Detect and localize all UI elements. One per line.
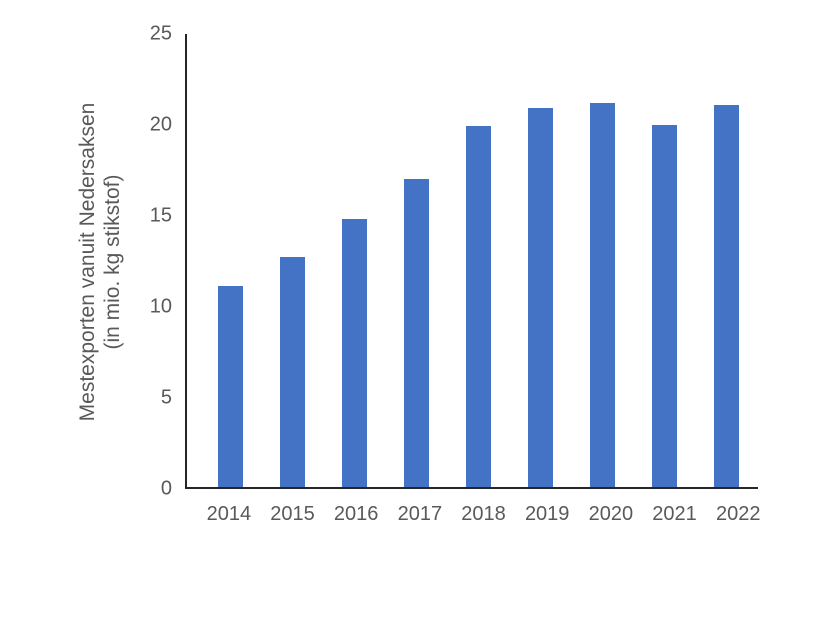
bar-2015 [279,256,305,487]
bar-2020 [590,102,616,487]
x-tick-label: 2016 [333,503,379,525]
y-tick-label: 0 [160,477,172,500]
y-tick-label: 10 [149,295,172,318]
bar-2019 [528,108,554,487]
bar-slot-2022 [696,34,758,487]
bar-2021 [652,124,678,487]
y-tick-label: 5 [160,386,172,409]
plot-area [185,34,758,489]
y-tick-label: 20 [149,113,172,136]
bar-2018 [465,126,491,487]
y-axis-tick-labels: 0 5 10 15 20 25 [0,23,172,500]
bar-slot-2016 [323,34,385,487]
bar-slot-2014 [199,34,261,487]
x-tick-label: 2015 [270,503,315,525]
x-tick-label: 2017 [397,503,443,525]
bar-2022 [714,104,740,487]
bar-slot-2019 [510,34,572,487]
x-tick-label: 2022 [715,503,761,525]
y-tick-label: 25 [149,22,172,45]
x-tick-label: 2020 [588,503,634,525]
x-axis-labels: 2014 2015 2016 2017 2018 2019 2020 2021 2022 [185,503,770,526]
y-tick-label: 15 [149,204,172,227]
bar-slot-2018 [447,34,509,487]
bar-slot-2015 [261,34,323,487]
bar-2017 [403,178,429,487]
bar-2016 [341,218,367,487]
bar-slot-2017 [385,34,447,487]
bar-slot-2021 [634,34,696,487]
bars-container [187,34,758,487]
x-tick-label: 2019 [524,503,570,525]
bar-2014 [217,285,243,487]
x-tick-label: 2014 [206,503,252,525]
x-tick-label: 2021 [652,503,697,525]
x-tick-label: 2018 [461,503,506,525]
bar-slot-2020 [572,34,634,487]
